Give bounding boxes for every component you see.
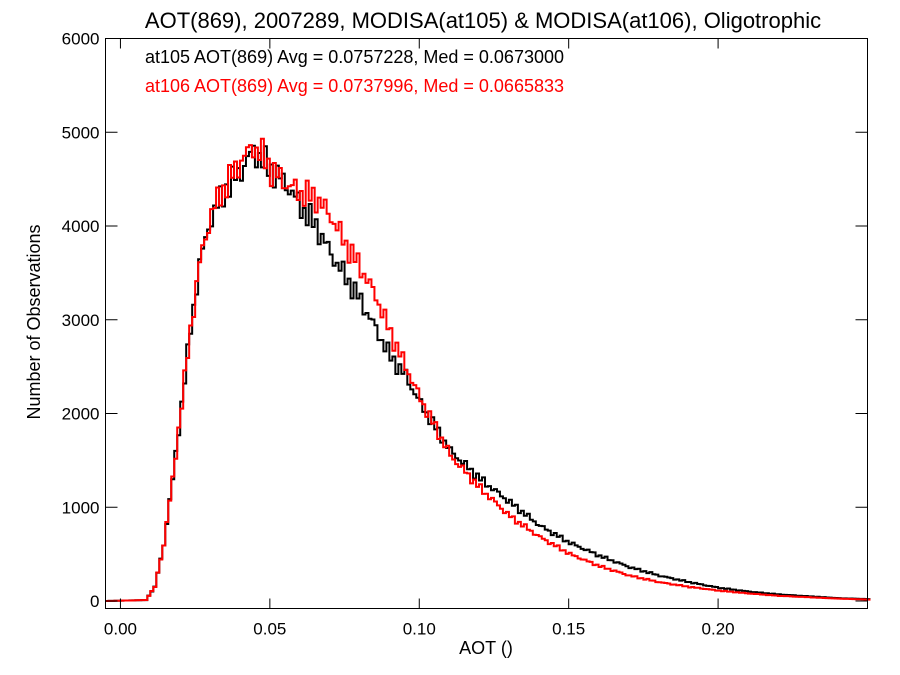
y-tick-label: 1000 (62, 498, 100, 517)
y-tick-label: 0 (90, 592, 99, 611)
legend-entry-at106: at106 AOT(869) Avg = 0.0737996, Med = 0.… (145, 76, 564, 96)
legend-entry-at105: at105 AOT(869) Avg = 0.0757228, Med = 0.… (145, 47, 564, 67)
y-tick-label: 5000 (62, 123, 100, 142)
x-tick-label: 0.05 (253, 620, 286, 639)
y-tick-label: 4000 (62, 217, 100, 236)
series-line-at105 (105, 144, 871, 602)
series-layer (105, 137, 871, 602)
x-tick-label: 0.15 (552, 620, 585, 639)
x-tick-label: 0.20 (702, 620, 735, 639)
chart-title: AOT(869), 2007289, MODISA(at105) & MODIS… (145, 8, 821, 33)
x-axis-label: AOT () (459, 638, 513, 658)
y-axis-label: Number of Observations (24, 224, 44, 419)
x-tick-label: 0.10 (403, 620, 436, 639)
x-axis-ticks: 0.00 0.05 0.10 0.15 0.20 (104, 38, 735, 639)
y-tick-label: 6000 (62, 30, 100, 49)
series-line-at106 (105, 137, 871, 602)
y-tick-label: 3000 (62, 311, 100, 330)
plot-frame (105, 38, 868, 609)
plot-area: 0.00 0.05 0.10 0.15 0.20 0 1000 2000 3000 4000 50… (62, 30, 871, 639)
y-tick-label: 2000 (62, 405, 100, 424)
x-tick-label: 0.00 (104, 620, 137, 639)
y-axis-ticks: 0 1000 2000 3000 4000 5000 6000 (62, 30, 868, 611)
